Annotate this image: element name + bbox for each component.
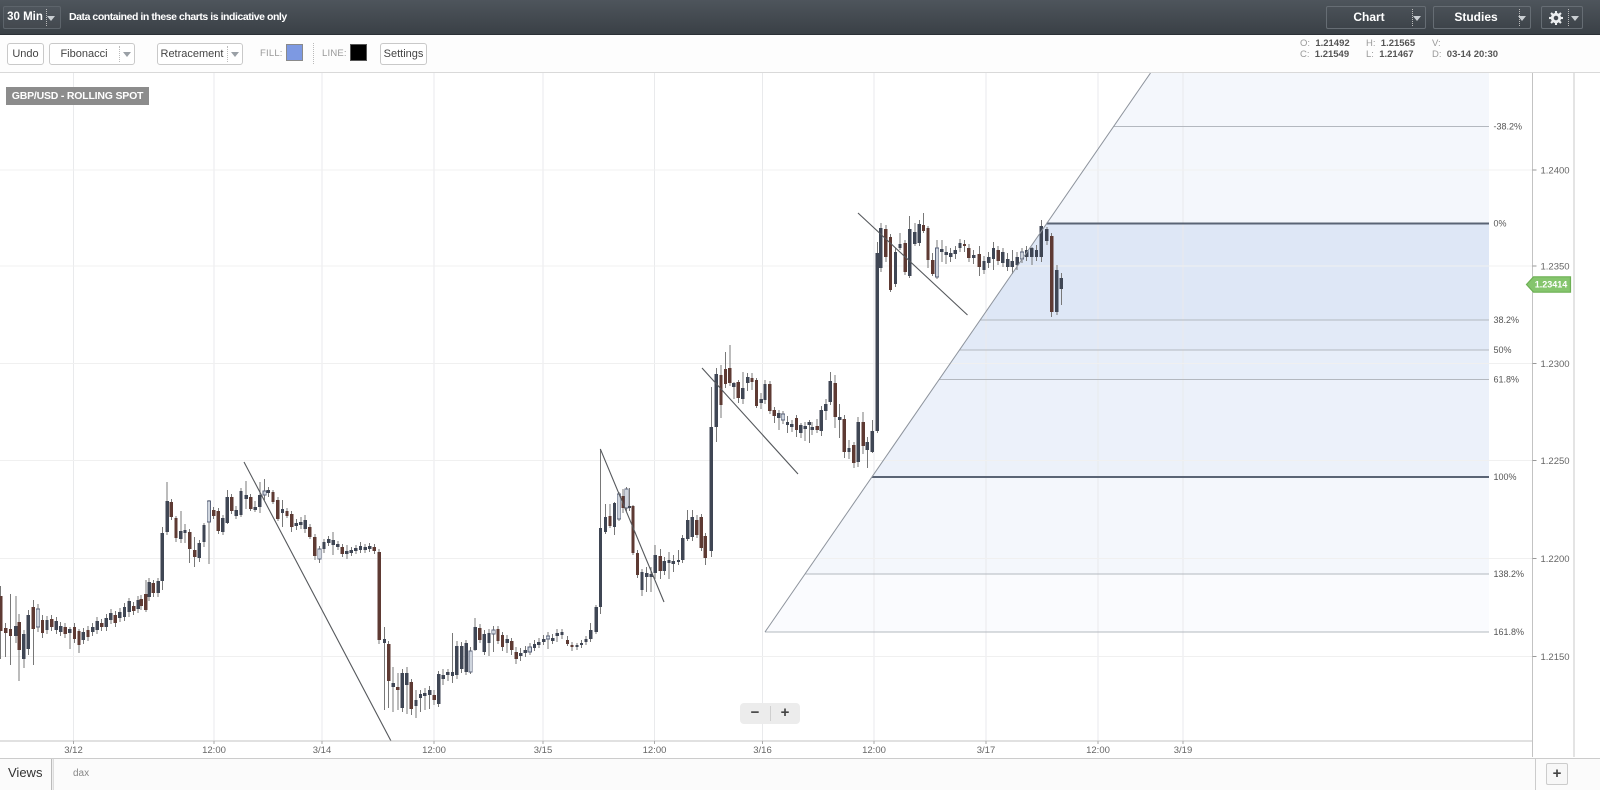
- svg-text:50%: 50%: [1494, 345, 1512, 355]
- svg-text:12:00: 12:00: [862, 745, 886, 756]
- svg-text:1.2350: 1.2350: [1541, 262, 1570, 273]
- svg-text:3/15: 3/15: [534, 745, 553, 756]
- svg-text:1.23414: 1.23414: [1535, 280, 1568, 290]
- svg-text:3/12: 3/12: [64, 745, 83, 756]
- svg-text:12:00: 12:00: [643, 745, 667, 756]
- svg-text:61.8%: 61.8%: [1494, 375, 1520, 385]
- svg-text:100%: 100%: [1494, 472, 1517, 482]
- svg-text:38.2%: 38.2%: [1494, 315, 1520, 325]
- svg-text:12:00: 12:00: [202, 745, 226, 756]
- svg-text:-38.2%: -38.2%: [1494, 122, 1523, 132]
- svg-text:1.2200: 1.2200: [1541, 554, 1570, 565]
- svg-text:12:00: 12:00: [422, 745, 446, 756]
- svg-text:1.2250: 1.2250: [1541, 456, 1570, 467]
- svg-text:0%: 0%: [1494, 219, 1507, 229]
- svg-text:3/16: 3/16: [753, 745, 772, 756]
- svg-text:1.2400: 1.2400: [1541, 165, 1570, 176]
- svg-text:3/19: 3/19: [1174, 745, 1193, 756]
- svg-text:12:00: 12:00: [1086, 745, 1110, 756]
- svg-text:1.2300: 1.2300: [1541, 359, 1570, 370]
- svg-text:3/14: 3/14: [313, 745, 332, 756]
- svg-text:1.2150: 1.2150: [1541, 652, 1570, 663]
- svg-text:138.2%: 138.2%: [1494, 569, 1525, 579]
- svg-text:161.8%: 161.8%: [1494, 627, 1525, 637]
- svg-text:3/17: 3/17: [977, 745, 996, 756]
